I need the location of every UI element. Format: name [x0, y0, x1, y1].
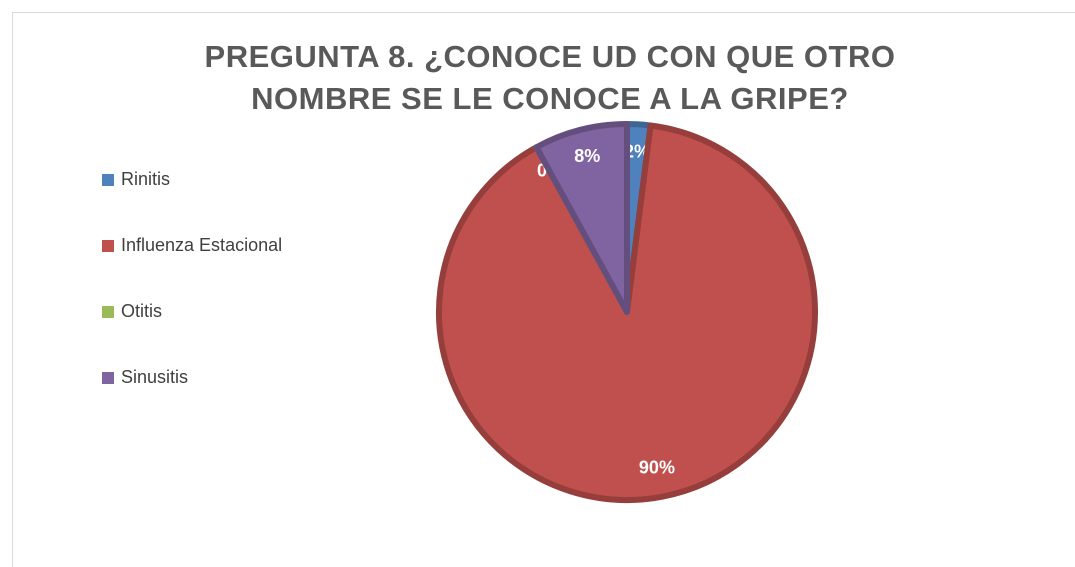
data-label: 2% — [624, 141, 650, 161]
legend-label: Rinitis — [121, 169, 170, 189]
legend-label: Sinusitis — [121, 367, 188, 387]
data-label: 90% — [639, 458, 675, 478]
legend-swatch — [102, 240, 114, 252]
legend-swatch — [102, 174, 114, 186]
legend-swatch — [102, 372, 114, 384]
legend-swatch — [102, 306, 114, 318]
legend-label: Otitis — [121, 301, 162, 321]
legend-label: Influenza Estacional — [121, 235, 282, 255]
chart-title: PREGUNTA 8. ¿CONOCE UD CON QUE OTRO NOMB… — [204, 39, 896, 116]
data-label: 8% — [574, 146, 600, 166]
chart-frame — [12, 12, 1075, 567]
pie-slice — [533, 121, 630, 315]
